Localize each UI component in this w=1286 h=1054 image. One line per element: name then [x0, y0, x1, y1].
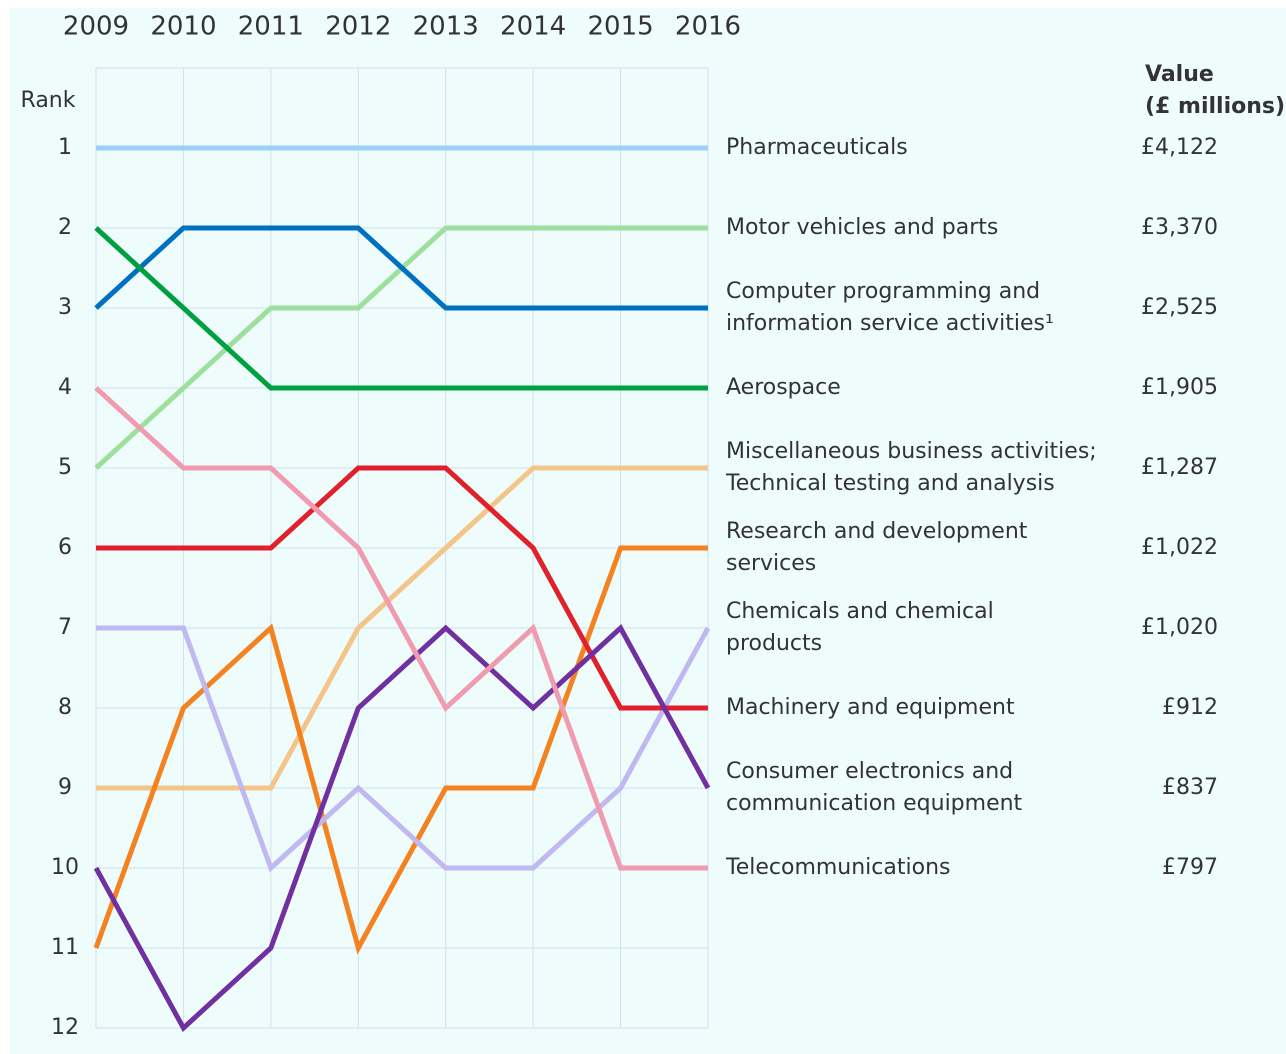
legend-label: Telecommunications [725, 855, 950, 880]
legend-label: Chemicals and chemical products [726, 599, 994, 656]
y-tick-label: 10 [51, 855, 79, 880]
y-tick-label: 12 [51, 1015, 79, 1040]
y-tick-label: 6 [58, 535, 72, 560]
legend-label: Miscellaneous business activities; Techni… [725, 439, 1097, 496]
series-line [93, 545, 708, 955]
y-tick-label: 9 [58, 775, 72, 800]
legend-label: Motor vehicles and parts [726, 215, 998, 240]
value-label: £1,020 [1141, 615, 1218, 640]
x-tick-label: 2011 [238, 12, 304, 42]
legend-label: Aerospace [726, 375, 841, 400]
series-line [93, 624, 711, 1032]
series-line [94, 226, 708, 391]
legend-label: Computer programming and information serv… [726, 279, 1054, 336]
y-tick-label: 5 [58, 455, 72, 480]
legend-label: Pharmaceuticals [726, 135, 908, 160]
series-line [96, 625, 711, 873]
y-tick-label: 1 [58, 135, 72, 160]
x-tick-label: 2016 [675, 12, 741, 42]
x-tick-label: 2012 [325, 12, 391, 42]
value-label: £797 [1162, 855, 1218, 880]
legend-label: Consumer electronics and communication eq… [726, 759, 1023, 816]
series-line [96, 465, 708, 711]
value-label: £3,370 [1141, 215, 1218, 240]
legend-label: Research and development services [726, 519, 1028, 576]
y-tick-label: 7 [58, 615, 72, 640]
series-line [94, 386, 708, 871]
value-label: £837 [1162, 775, 1218, 800]
x-tick-label: 2015 [587, 12, 653, 42]
background [10, 8, 1286, 1054]
value-label: £1,905 [1141, 375, 1218, 400]
y-axis-label: Rank [21, 88, 76, 113]
y-tick-label: 3 [58, 295, 72, 320]
value-label: £912 [1162, 695, 1218, 720]
x-tick-label: 2010 [150, 12, 216, 42]
value-label: £4,122 [1141, 135, 1218, 160]
x-tick-label: 2009 [63, 12, 129, 42]
legend-label: Machinery and equipment [726, 695, 1015, 720]
y-tick-label: 11 [51, 935, 79, 960]
y-tick-label: 4 [58, 375, 72, 400]
value-header: Value (£ millions) [1145, 62, 1285, 119]
value-label: £1,287 [1141, 455, 1218, 480]
value-label: £2,525 [1141, 295, 1218, 320]
y-tick-label: 2 [58, 215, 72, 240]
x-tick-label: 2014 [500, 12, 566, 42]
x-tick-label: 2013 [413, 12, 479, 42]
series-line [94, 225, 708, 311]
value-label: £1,022 [1141, 535, 1218, 560]
y-tick-label: 8 [58, 695, 72, 720]
series-line [96, 465, 708, 791]
